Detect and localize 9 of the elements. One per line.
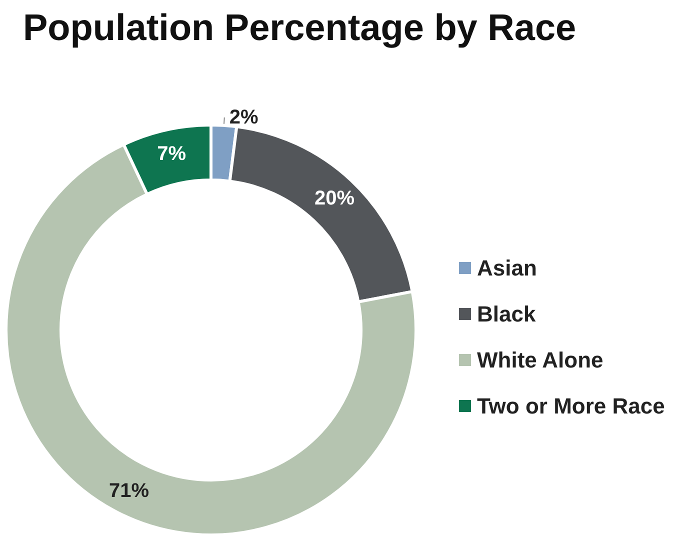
- data-label: 2%: [229, 106, 258, 128]
- legend-label: White Alone: [477, 348, 604, 372]
- legend-label: Two or More Race: [477, 394, 665, 418]
- legend-label: Asian: [477, 256, 537, 280]
- data-label: 20%: [314, 187, 355, 210]
- legend-label: Black: [477, 302, 536, 326]
- chart-title: Population Percentage by Race: [23, 7, 576, 48]
- data-label: 71%: [109, 480, 150, 502]
- data-label: 7%: [157, 142, 186, 165]
